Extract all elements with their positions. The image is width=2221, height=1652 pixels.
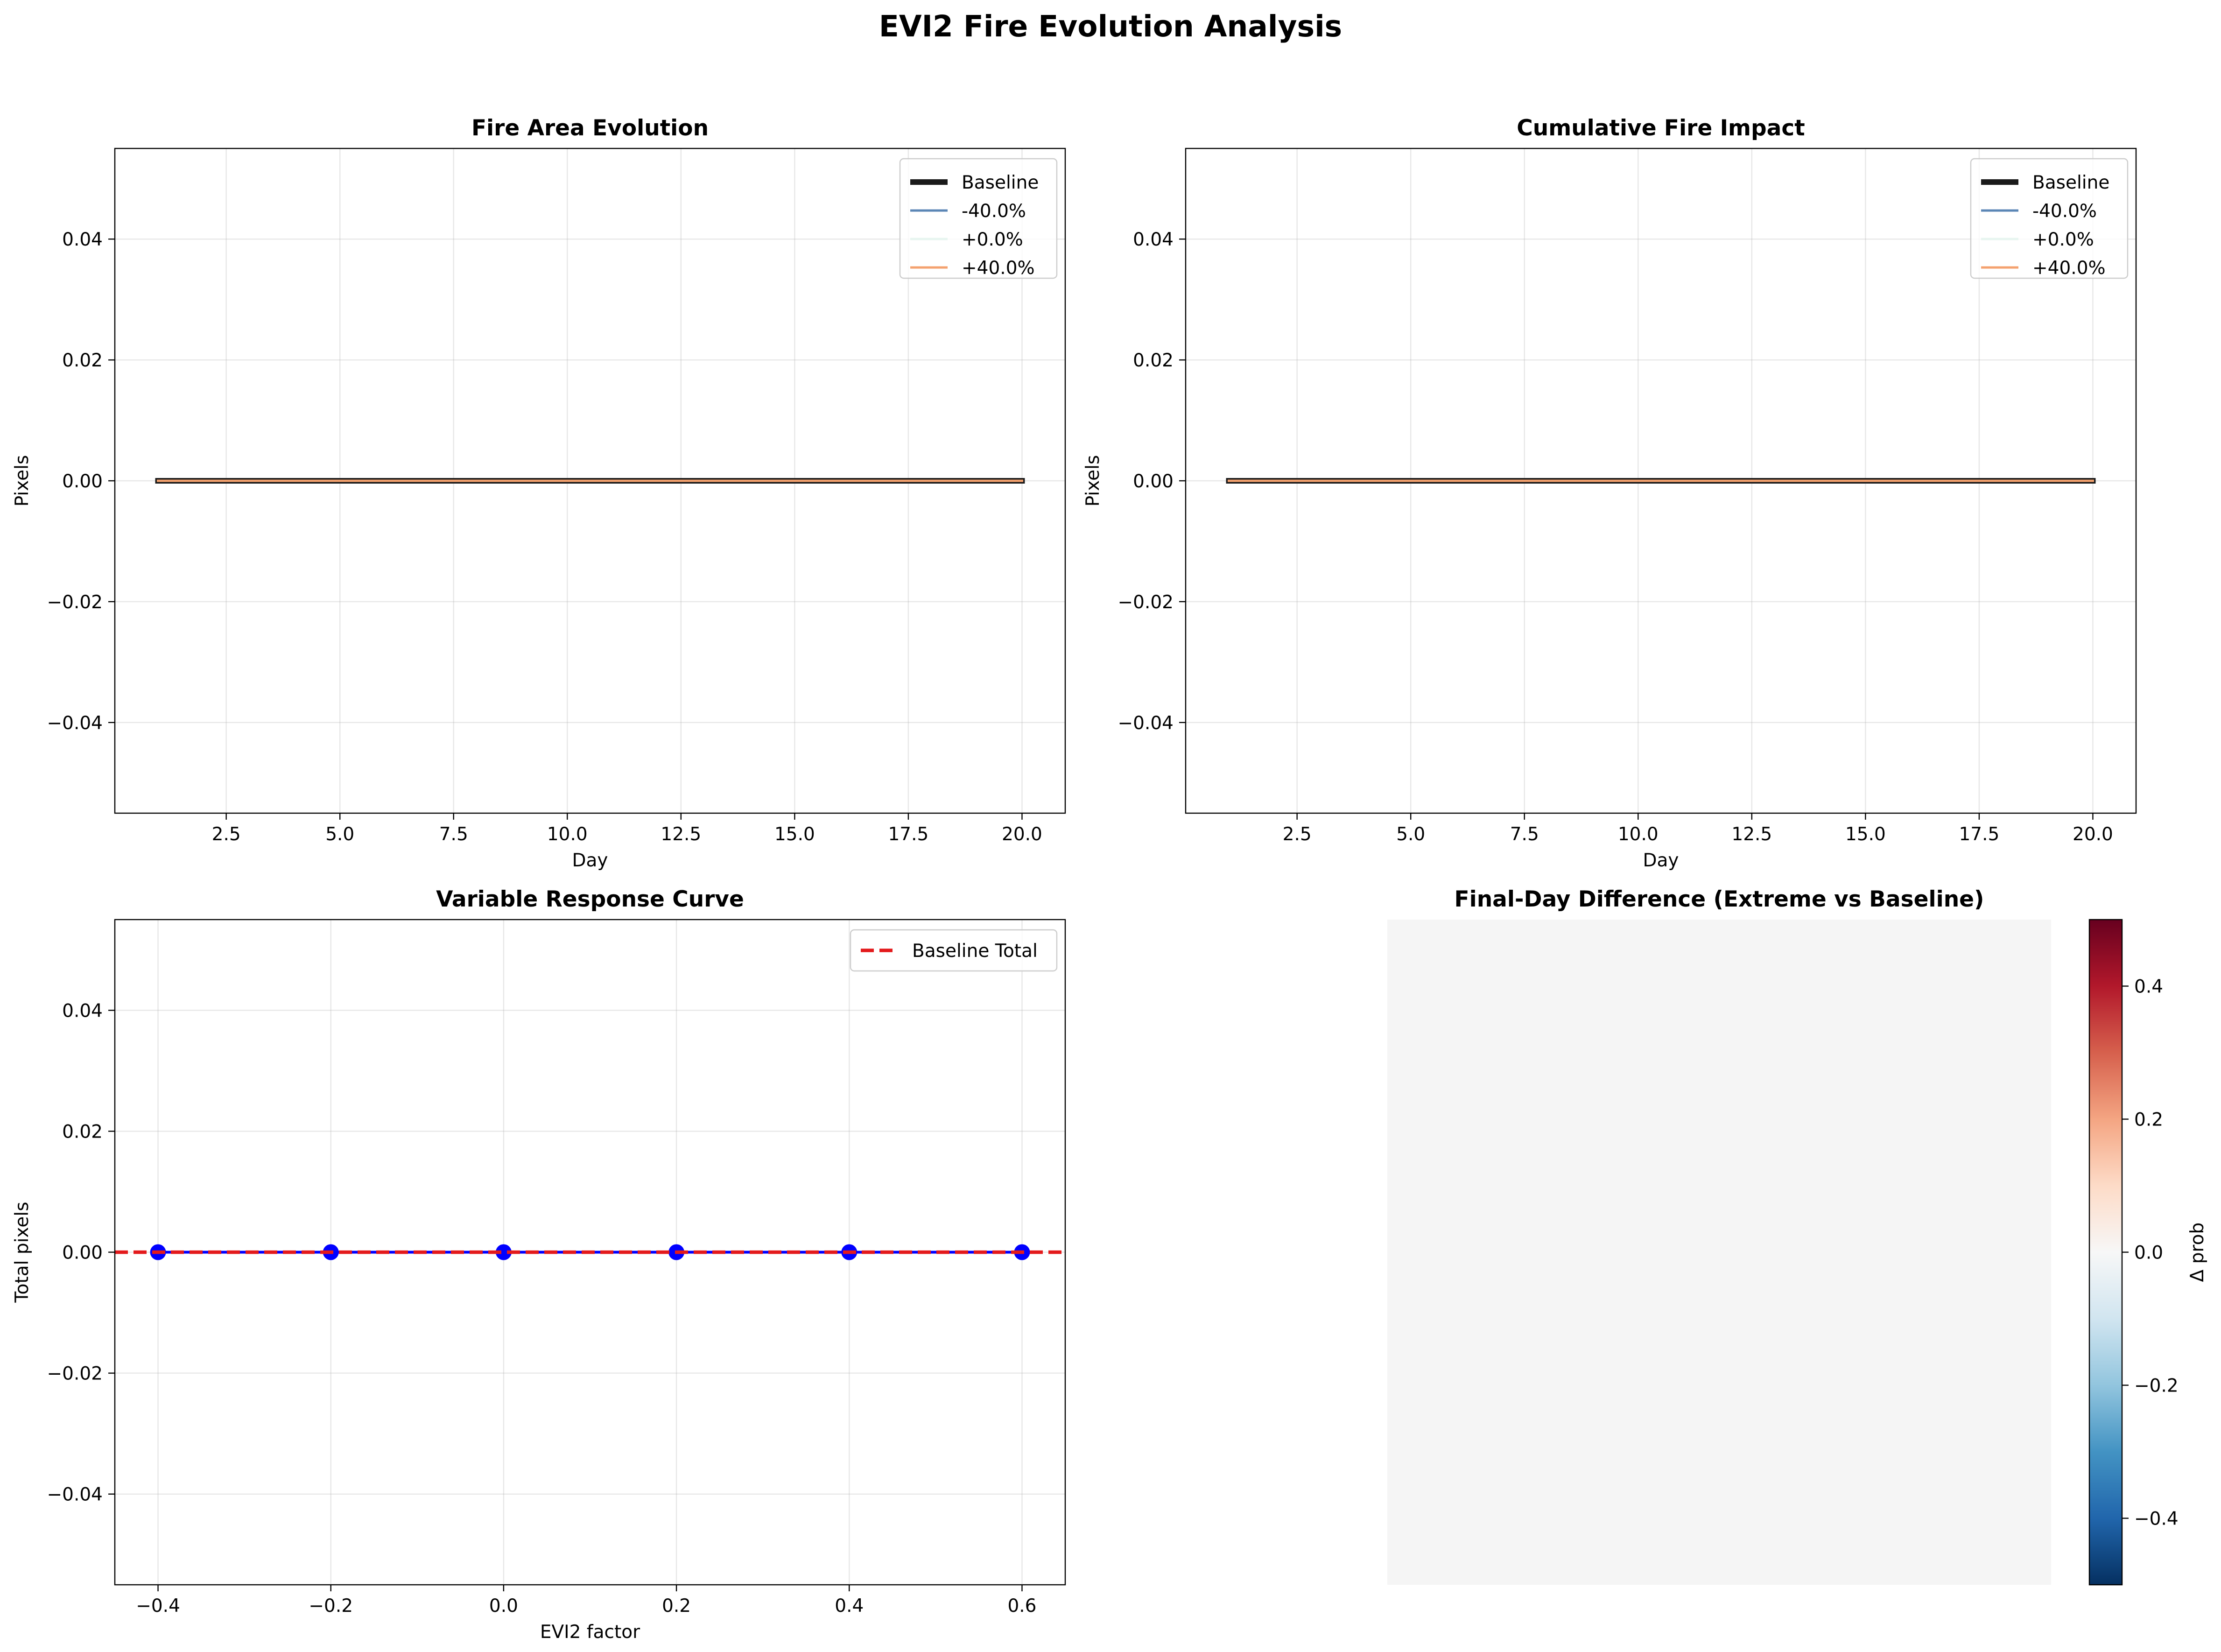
x-axis-label: EVI2 factor (540, 1622, 640, 1643)
legend-label: Baseline Total (912, 941, 1038, 962)
response-point (495, 1244, 512, 1260)
x-tick-label: −0.4 (136, 1596, 180, 1617)
y-tick-label: 0.02 (62, 350, 103, 371)
y-tick-label: 0.00 (62, 1243, 103, 1264)
x-tick-label: 15.0 (774, 824, 815, 845)
x-tick-label: 0.2 (662, 1596, 691, 1617)
legend-box (1970, 158, 2129, 279)
x-tick-label: 0.4 (835, 1596, 864, 1617)
figure-title: EVI2 Fire Evolution Analysis (879, 9, 1342, 43)
cumulative-fire-impact-panel: 2.5 5.0 7.5 10.0 12.5 15.0 17.5 20.0 −0.04 −0.02 0… (1082, 115, 2137, 871)
y-tick-label: 0.02 (1133, 350, 1174, 371)
legend-label: +0.0% (2032, 229, 2094, 250)
y-axis-label: Pixels (12, 455, 33, 507)
x-tick-label: 10.0 (547, 824, 588, 845)
y-tick-label: −0.02 (47, 1364, 103, 1385)
x-tick-label: 17.5 (1959, 824, 1999, 845)
colorbar-tick-label: −0.2 (2134, 1376, 2179, 1397)
x-tick-label: 20.0 (2073, 824, 2113, 845)
x-tick-label: 10.0 (1618, 824, 1659, 845)
x-tick-label: 5.0 (1396, 824, 1425, 845)
colorbar-tick-label: 0.4 (2134, 977, 2163, 998)
y-tick-label: 0.04 (62, 1000, 103, 1021)
legend-box (850, 929, 1058, 972)
y-tick-label: −0.04 (47, 1484, 103, 1505)
legend-label: +40.0% (2032, 258, 2106, 279)
legend-label: +40.0% (962, 258, 1035, 279)
y-tick-label: 0.04 (62, 229, 103, 250)
x-tick-label: 20.0 (1002, 824, 1042, 845)
y-tick-label: 0.02 (62, 1121, 103, 1142)
x-tick-label: 0.6 (1007, 1596, 1036, 1617)
subplot-title: Variable Response Curve (436, 886, 744, 912)
x-tick-label: 7.5 (439, 824, 468, 845)
x-tick-label: 15.0 (1845, 824, 1886, 845)
x-tick-label: 17.5 (888, 824, 928, 845)
y-tick-label: −0.02 (1118, 592, 1174, 613)
colorbar-tick-label: 0.2 (2134, 1110, 2163, 1131)
y-tick-label: −0.04 (1118, 713, 1174, 734)
colorbar-label: Δ prob (2187, 1223, 2208, 1282)
legend-box (899, 158, 1058, 279)
legend-label: Baseline (2032, 172, 2109, 193)
legend-label: Baseline (962, 172, 1039, 193)
colorbar-tick-label: 0.0 (2134, 1243, 2163, 1264)
x-tick-label: 2.5 (212, 824, 241, 845)
fire-area-evolution-panel: 2.5 5.0 7.5 10.0 12.5 15.0 17.5 20.0 −0.04 −0.02 0… (12, 115, 1066, 871)
y-tick-label: −0.02 (47, 592, 103, 613)
x-axis-label: Day (572, 850, 608, 871)
subplot-title: Cumulative Fire Impact (1517, 115, 1805, 141)
legend-label: +0.0% (962, 229, 1023, 250)
y-tick-label: 0.00 (1133, 471, 1174, 492)
subplot-title: Fire Area Evolution (471, 115, 709, 141)
legend-label: -40.0% (2032, 201, 2097, 222)
y-tick-label: 0.04 (1133, 229, 1174, 250)
y-axis-label: Total pixels (12, 1202, 33, 1303)
x-tick-label: 12.5 (1731, 824, 1772, 845)
legend-label: -40.0% (962, 201, 1026, 222)
x-tick-label: −0.2 (309, 1596, 353, 1617)
final-day-difference-panel: Final-Day Difference (Extreme vs Baselin… (1387, 886, 2208, 1586)
subplot-title: Final-Day Difference (Extreme vs Baselin… (1454, 886, 1984, 912)
x-tick-label: 2.5 (1283, 824, 1312, 845)
variable-response-curve-panel: −0.4 −0.2 0.0 0.2 0.4 0.6 −0.04 −0.02 0.00 0.02 0.… (12, 886, 1066, 1643)
y-tick-label: 0.00 (62, 471, 103, 492)
y-tick-label: −0.04 (47, 713, 103, 734)
x-tick-label: 0.0 (489, 1596, 518, 1617)
colorbar-gradient (2089, 920, 2122, 1585)
x-tick-label: 7.5 (1510, 824, 1539, 845)
x-tick-label: 5.0 (325, 824, 354, 845)
heatmap-image (1387, 920, 2051, 1585)
y-axis-label: Pixels (1082, 455, 1103, 507)
colorbar-tick-label: −0.4 (2134, 1509, 2179, 1530)
x-tick-label: 12.5 (661, 824, 701, 845)
x-axis-label: Day (1643, 850, 1679, 871)
